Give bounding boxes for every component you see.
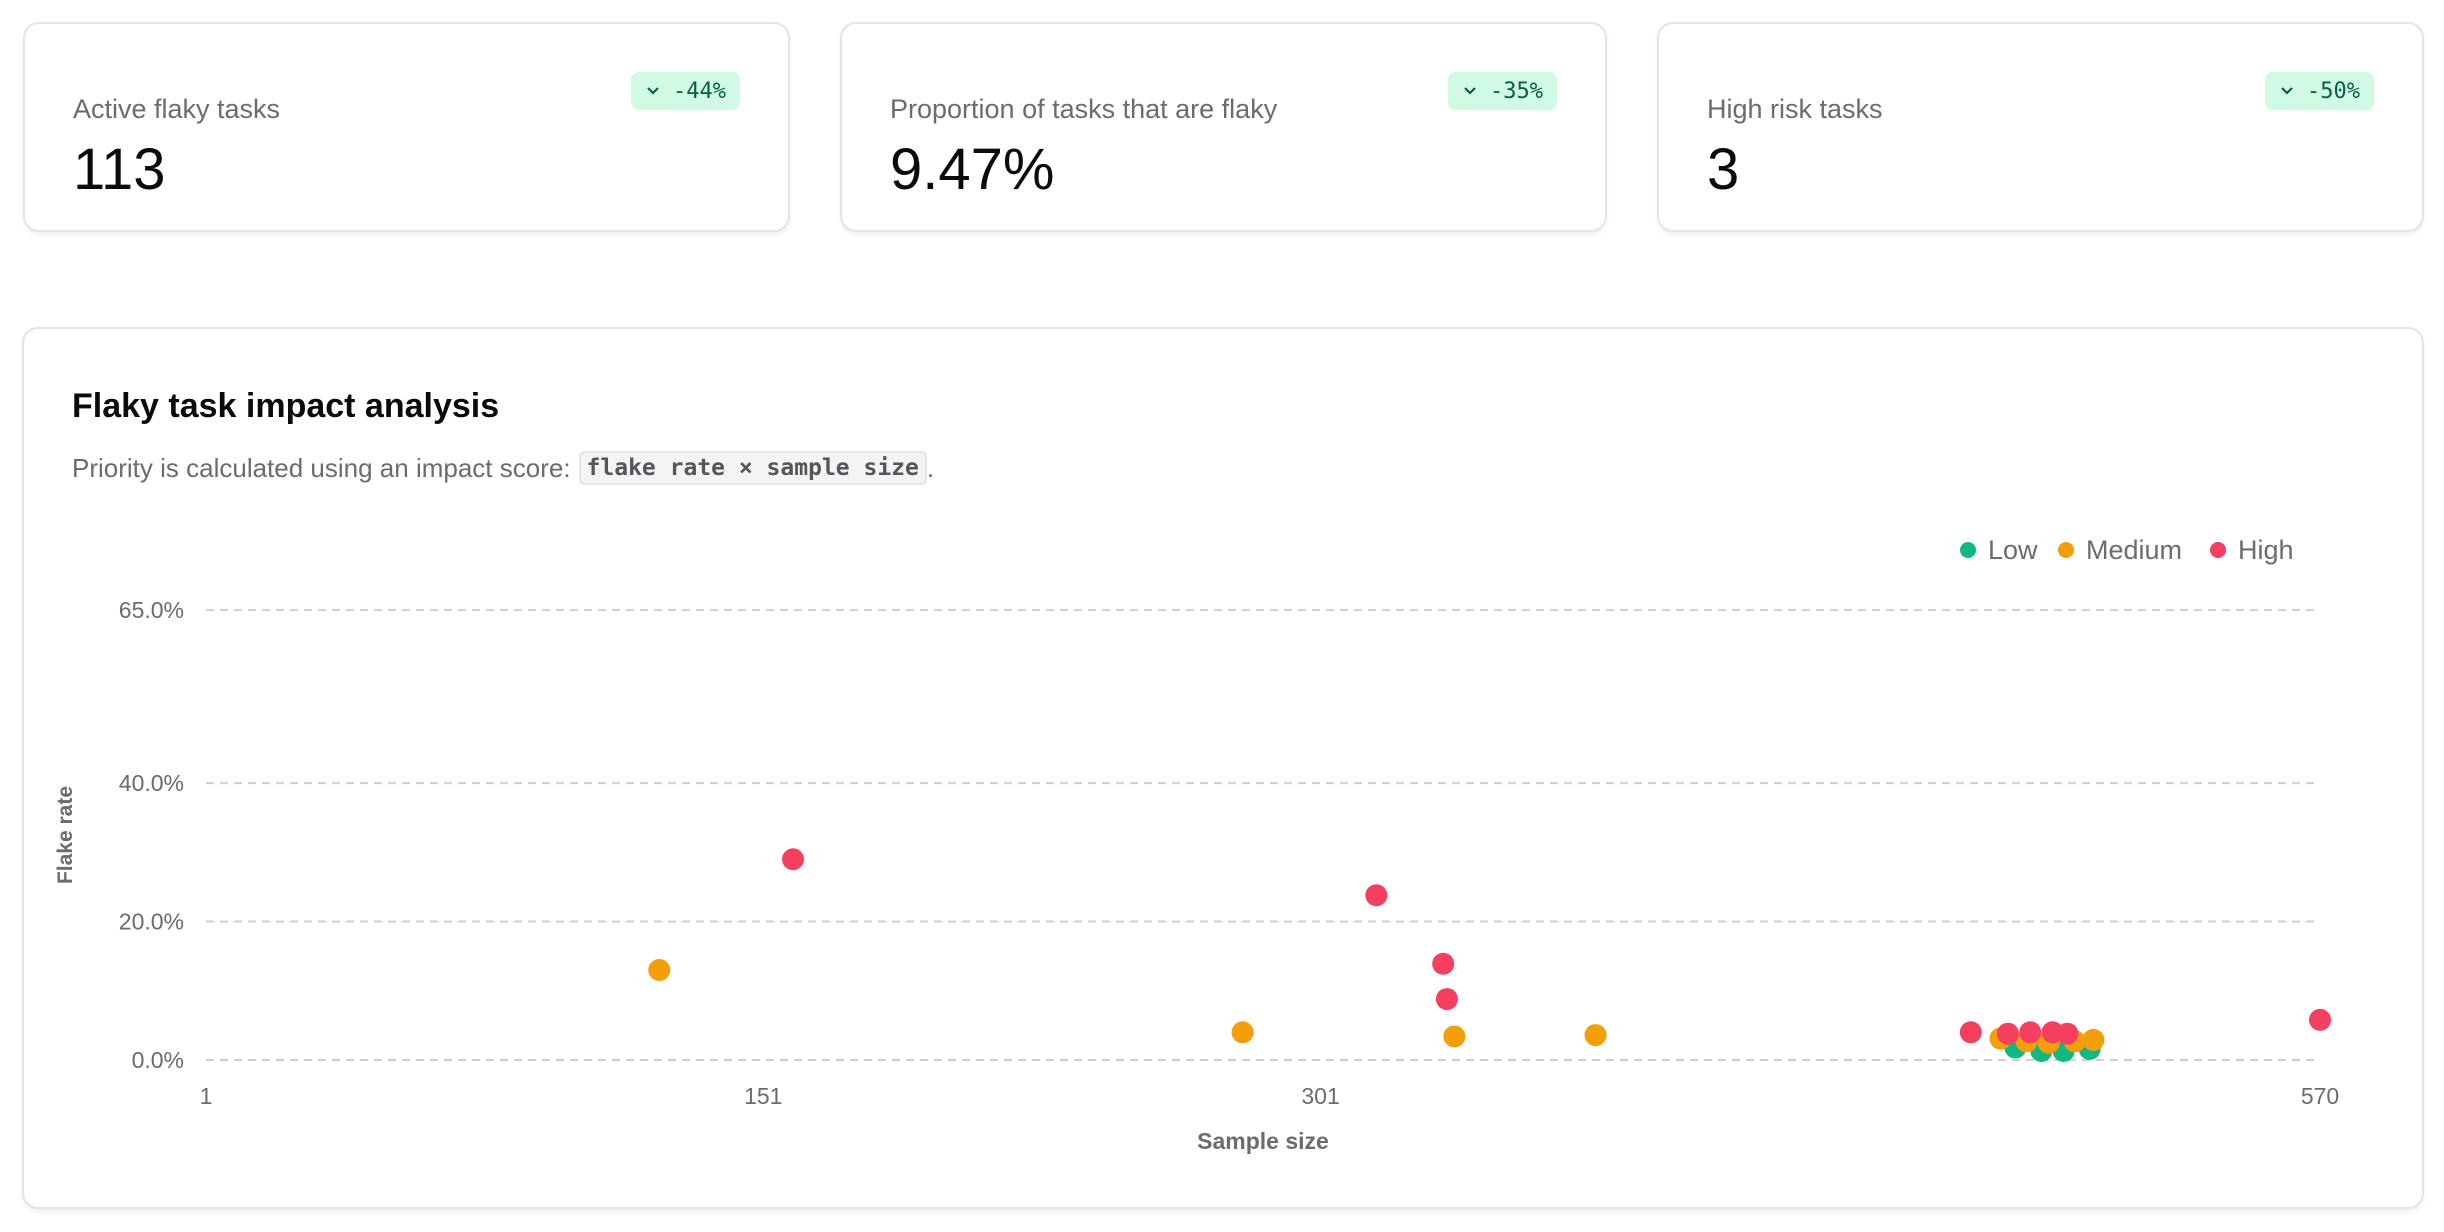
x-tick-label: 301 [1301,1083,1339,1109]
change-value: -50% [2307,78,2360,104]
stat-label: Active flaky tasks [73,94,281,124]
legend-label-high: High [2238,535,2294,565]
change-value: -35% [1490,78,1543,104]
data-point-high [1959,1021,1982,1044]
data-point-high [1996,1022,2019,1045]
legend-label-medium: Medium [2086,535,2182,565]
legend-label-low: Low [1988,535,2038,565]
stat-card-flaky-proportion: Proportion of tasks that are flaky 9.47%… [840,22,1607,232]
change-badge: -35% [1448,72,1557,110]
chevron-down-icon [2281,87,2293,95]
data-point-high [1435,988,1458,1011]
y-tick-label: 40.0% [119,770,184,796]
stat-value: 9.47% [890,137,1055,202]
data-point-medium [1584,1024,1607,1047]
chevron-down-icon [647,87,659,95]
x-tick-label: 570 [2301,1083,2339,1109]
y-tick-label: 20.0% [119,909,184,935]
formula-code: flake rate × sample size [578,451,927,485]
data-point-medium [1443,1025,1466,1048]
legend-marker-high [2210,542,2226,558]
y-tick-label: 0.0% [132,1047,184,1073]
chart-subtitle: Priority is calculated using an impact s… [72,451,934,485]
data-point-high [782,848,805,871]
y-axis-label: Flake rate [54,786,77,884]
stat-card-active-flaky-tasks: Active flaky tasks 113 -44% [23,22,790,232]
data-point-high [1365,884,1388,907]
data-point-high [1432,952,1455,975]
chart-title: Flaky task impact analysis [72,387,500,425]
impact-analysis-card: Flaky task impact analysis Priority is c… [22,327,2424,1209]
stat-label: High risk tasks [1707,94,1883,124]
legend-marker-medium [2058,542,2074,558]
y-tick-label: 65.0% [119,597,184,623]
stat-card-high-risk-tasks: High risk tasks 3 -50% [1657,22,2424,232]
x-tick-label: 1 [200,1083,213,1109]
data-point-high [2056,1022,2079,1045]
data-point-medium [1231,1021,1254,1044]
subtitle-text: Priority is calculated using an impact s… [72,452,571,483]
x-axis-label: Sample size [1197,1128,1329,1154]
data-point-high [2309,1008,2331,1031]
change-value: -44% [673,78,726,104]
legend-marker-low [1960,542,1976,558]
change-badge: -44% [631,72,740,110]
chevron-down-icon [1464,87,1476,95]
subtitle-end: . [926,452,935,483]
change-badge: -50% [2265,72,2374,110]
data-point-medium [648,959,671,981]
data-point-high [2019,1021,2042,1044]
stat-label: Proportion of tasks that are flaky [890,94,1278,124]
data-point-medium [2082,1028,2105,1051]
stat-value: 3 [1707,137,1740,202]
x-tick-label: 151 [744,1083,782,1109]
stat-value: 113 [73,137,166,202]
